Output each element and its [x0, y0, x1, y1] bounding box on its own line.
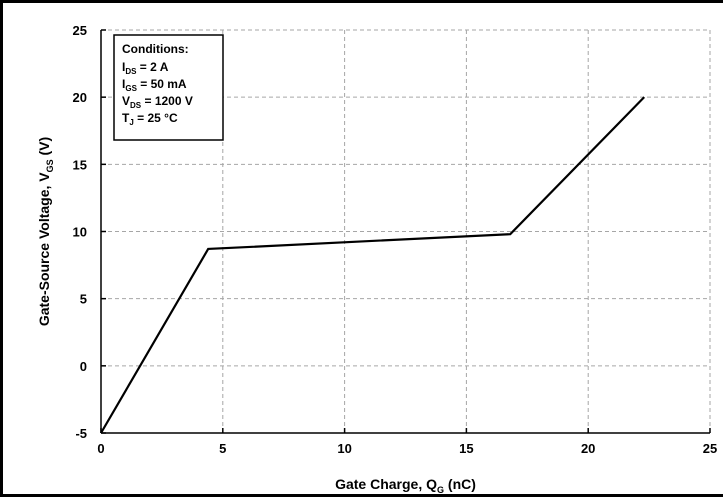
x-tick-label: 0: [97, 441, 104, 456]
x-tick-label: 10: [337, 441, 351, 456]
y-tick-label: 0: [80, 359, 87, 374]
conditions-title: Conditions:: [122, 42, 189, 56]
x-axis-title: Gate Charge, QG (nC): [335, 476, 476, 495]
x-tick-label: 20: [581, 441, 595, 456]
y-tick-label: 20: [73, 90, 87, 105]
y-axis-title: Gate-Source Voltage, VGS (V): [36, 137, 55, 326]
x-tick-label: 15: [459, 441, 473, 456]
condition-line: IGS = 50 mA: [122, 77, 187, 93]
y-tick-label: -5: [75, 426, 87, 441]
condition-line: TJ = 25 °C: [122, 111, 178, 127]
tick-labels: 0 5 10 15 20 25 -5 0 5 10 15 20 25: [73, 23, 718, 456]
x-tick-label: 5: [219, 441, 226, 456]
condition-line: VDS = 1200 V: [122, 94, 193, 110]
y-tick-label: 5: [80, 292, 87, 307]
gate-charge-chart: 0 5 10 15 20 25 -5 0 5 10 15 20 25 Conditions: IDS = …: [36, 23, 718, 495]
x-tick-label: 25: [703, 441, 717, 456]
axis-titles: Gate Charge, QG (nC) Gate-Source Voltage,…: [36, 137, 476, 495]
axes: [100, 29, 711, 434]
y-tick-label: 25: [73, 23, 87, 38]
series-line: [100, 96, 646, 434]
data-series: [100, 96, 646, 434]
conditions-box-border: [113, 34, 224, 141]
y-tick-label: 10: [73, 225, 87, 240]
y-tick-label: 15: [73, 157, 87, 172]
condition-line: IDS = 2 A: [122, 60, 169, 76]
